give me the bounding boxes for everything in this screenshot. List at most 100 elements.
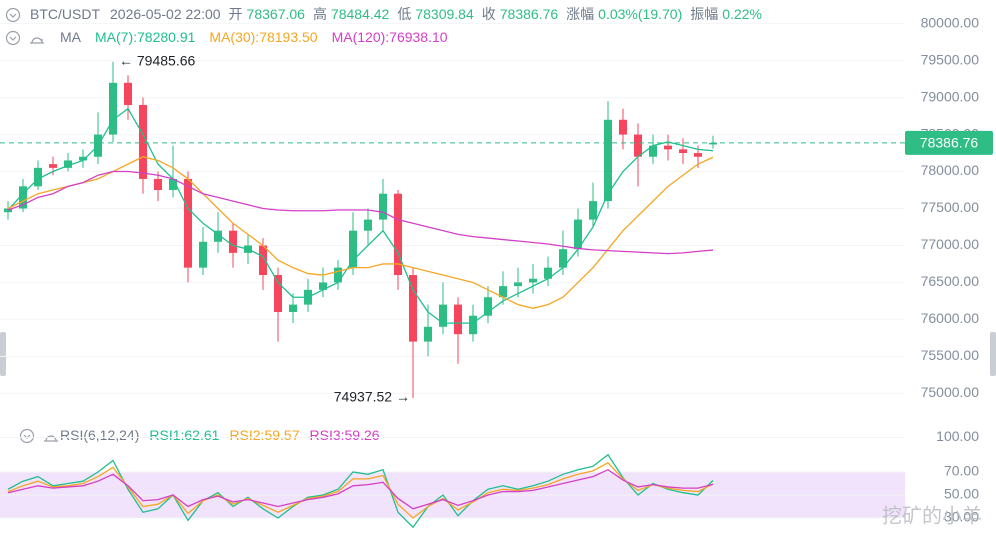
candle-body <box>709 142 717 145</box>
candle-body <box>49 164 57 168</box>
collapse-icons <box>5 7 58 444</box>
candle-body <box>424 326 432 342</box>
legend-text: 涨幅 <box>566 6 594 22</box>
left-handle[interactable] <box>0 332 6 376</box>
candle-body <box>34 167 42 187</box>
candle-body <box>544 267 552 279</box>
candle-body <box>319 282 327 290</box>
candle-body <box>619 119 627 135</box>
candle-body <box>109 82 117 135</box>
candle-body <box>334 267 342 283</box>
candle-body <box>79 156 87 161</box>
candle-body <box>679 149 687 154</box>
line-series <box>7 170 714 255</box>
y-tick-label: 77500.00 <box>921 199 980 215</box>
candle-body <box>394 193 402 276</box>
y-tick-label: 80000.00 <box>921 14 980 30</box>
header: BTC/USDT 2026-05-02 22:00 开 78367.06 高 78484.… <box>30 6 762 22</box>
candle-body <box>604 119 612 202</box>
y-tick-label: 76000.00 <box>921 310 980 326</box>
y-tick-label: 76500.00 <box>921 273 980 289</box>
last-price-tag <box>905 130 993 155</box>
min-annotation: 74937.52 → <box>334 389 410 405</box>
candle-body <box>559 249 567 268</box>
candle-body <box>4 208 12 213</box>
candle-body <box>469 315 477 335</box>
y-tick-label: 50.00 <box>944 486 979 502</box>
candle-body <box>214 230 222 242</box>
icon <box>44 435 58 442</box>
candle-body <box>694 153 702 157</box>
candle-body <box>274 275 282 313</box>
candle-body <box>589 201 597 220</box>
candle-body <box>499 286 507 298</box>
icon[interactable] <box>5 7 21 23</box>
icon <box>9 36 17 41</box>
right-handle[interactable] <box>990 332 996 376</box>
last-price-label: 78386.76 <box>920 135 979 151</box>
legend-text: 振幅 <box>690 6 718 22</box>
legend-text: 78309.84 <box>415 6 474 22</box>
line-series <box>7 107 714 324</box>
legend-text: BTC/USDT <box>30 6 100 22</box>
legend-text: RSI3:59.26 <box>310 427 380 443</box>
candle-body <box>229 230 237 253</box>
icon[interactable] <box>19 428 35 444</box>
candle-body <box>574 219 582 250</box>
legend-text: RSI1:62.61 <box>149 427 219 443</box>
y-tick-label: 70.00 <box>944 463 979 479</box>
icon <box>9 13 17 18</box>
candle-body <box>64 160 72 168</box>
icon[interactable] <box>5 30 21 46</box>
candle-body <box>649 145 657 157</box>
legend-text: 低 <box>397 6 411 22</box>
legend-text: 高 <box>313 6 327 22</box>
candle-body <box>259 245 267 276</box>
legend-text: 78386.76 <box>500 6 559 22</box>
watermark: 挖矿的小羊 <box>882 504 982 527</box>
legend-text: MA(120):76938.10 <box>332 29 448 45</box>
legend-text: 0.03%(19.70) <box>598 6 682 22</box>
candle-body <box>409 275 417 342</box>
candle-body <box>154 178 162 191</box>
rsi-legend: RSI(6,12,24) RSI1:62.61 RSI2:59.57 RSI3:59.… <box>60 427 380 443</box>
legend-text: 78484.42 <box>331 6 390 22</box>
y-tick-label: 75000.00 <box>921 384 980 400</box>
legend-text: 收 <box>482 6 496 22</box>
y-tick-label: 100.00 <box>936 428 979 444</box>
legend-text: 0.22% <box>722 6 762 22</box>
candle-body <box>634 134 642 157</box>
candle-body <box>139 104 147 179</box>
candle-body <box>19 186 27 209</box>
icon <box>30 37 44 44</box>
legend-text: 78367.06 <box>247 6 306 22</box>
candle-body <box>289 304 297 313</box>
candle-body <box>184 178 192 268</box>
max-annotation: ← 79485.66 <box>119 52 195 68</box>
line-series <box>7 468 714 510</box>
legend-text: 开 <box>229 6 243 22</box>
legend-text: RSI2:59.57 <box>229 427 299 443</box>
candle-body <box>199 241 207 268</box>
candle-body <box>379 193 387 220</box>
candle-body <box>514 282 522 287</box>
y-tick-label: 79000.00 <box>921 88 980 104</box>
y-tick-label: 79500.00 <box>921 51 980 67</box>
candle-body <box>484 297 492 316</box>
y-tick-label: 77000.00 <box>921 236 980 252</box>
candle-body <box>664 145 672 150</box>
candle-body <box>454 304 462 335</box>
legend-text: MA(30):78193.50 <box>209 29 317 45</box>
candle-body <box>529 278 537 283</box>
legend-text: RSI(6,12,24) <box>60 427 139 443</box>
y-tick-label: 78000.00 <box>921 162 980 178</box>
ma-legend: MA MA(7):78280.91 MA(30):78193.50 MA(120):7… <box>60 29 448 45</box>
candle-body <box>349 230 357 268</box>
legend-text: MA(7):78280.91 <box>95 29 196 45</box>
candle-body <box>439 304 447 327</box>
legend-text: MA <box>60 29 82 45</box>
y-tick-label: 75500.00 <box>921 347 980 363</box>
y-tick-label: 30.00 <box>944 509 979 525</box>
